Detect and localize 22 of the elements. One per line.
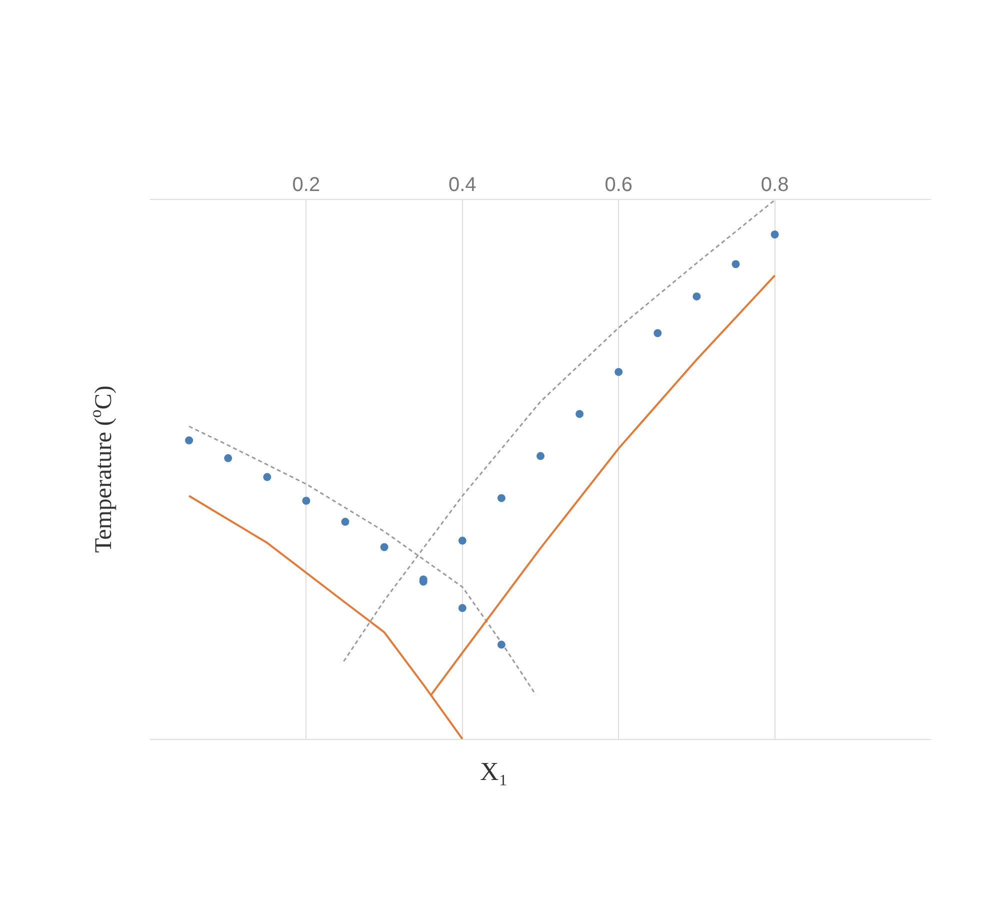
x-tick-label: 0.4 xyxy=(448,174,476,196)
point xyxy=(302,496,310,505)
x-tick-label: 0.8 xyxy=(760,174,789,196)
point xyxy=(263,473,272,482)
point xyxy=(224,454,232,462)
point xyxy=(654,329,662,338)
x-axis-title: X₁ xyxy=(480,757,508,786)
point xyxy=(732,260,740,268)
x-tick-label: 0.2 xyxy=(292,174,320,196)
point xyxy=(576,410,584,418)
point xyxy=(497,640,506,649)
x-tick-label: 0.6 xyxy=(604,174,633,196)
point xyxy=(536,452,544,460)
point xyxy=(458,536,466,545)
point xyxy=(341,518,350,526)
point xyxy=(614,368,623,376)
point xyxy=(692,292,701,300)
point xyxy=(458,604,466,612)
point xyxy=(497,494,506,502)
point xyxy=(770,230,779,238)
point xyxy=(380,543,388,552)
point xyxy=(185,436,194,444)
